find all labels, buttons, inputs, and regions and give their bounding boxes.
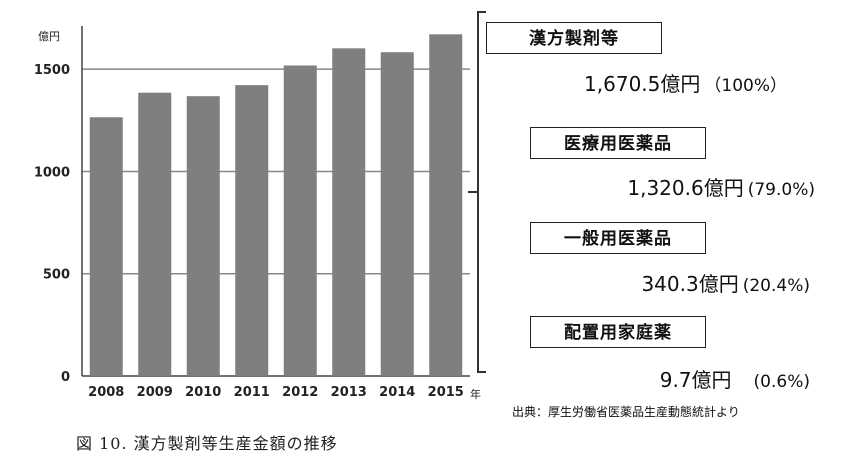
x-tick-label: 2015 (428, 385, 464, 400)
category-value-kampo-total: 1,670.5億円 （100%） (584, 68, 787, 97)
y-tick-label: 1500 (34, 63, 70, 78)
y-tick-label: 500 (43, 268, 70, 283)
bar-2010 (186, 96, 220, 376)
percent-text: (79.0%) (747, 180, 815, 200)
category-value-prescription: 1,320.6億円 (79.0%) (627, 172, 815, 201)
bar-2008 (89, 117, 123, 376)
x-tick-label: 2009 (137, 385, 173, 400)
figure-caption: 図 10. 漢方製剤等生産金額の推移 (76, 434, 338, 453)
percent-text: (20.4%) (742, 276, 810, 296)
x-tick-label: 2008 (88, 385, 124, 400)
x-axis-unit: 年 (470, 387, 481, 401)
amount-text: 1,320.6億円 (627, 176, 744, 200)
percent-text: (0.6%) (753, 372, 810, 392)
category-box-otc: 一般用医薬品 (530, 222, 706, 254)
x-tick-label: 2012 (282, 385, 318, 400)
category-value-household: 9.7億円 (0.6%) (660, 364, 810, 393)
bar-2014 (380, 52, 414, 377)
x-tick-label: 2010 (185, 385, 221, 400)
y-tick-label: 1000 (34, 165, 70, 180)
y-axis-unit: 億円 (38, 30, 60, 43)
amount-text: 340.3億円 (641, 272, 739, 296)
x-tick-label: 2013 (331, 385, 367, 400)
source-note: 出典：厚生労働省医薬品生産動態統計より (512, 405, 740, 419)
amount-text: 1,670.5億円 (584, 72, 701, 96)
x-tick-label: 2014 (379, 385, 415, 400)
bar-2012 (283, 65, 317, 376)
bar-2015 (429, 34, 463, 376)
category-value-otc: 340.3億円 (20.4%) (641, 268, 810, 297)
amount-text: 9.7億円 (659, 368, 732, 392)
bar-2013 (332, 48, 366, 377)
bar-2009 (138, 92, 172, 377)
percent-text: （100%） (704, 76, 787, 96)
category-box-prescription: 医療用医薬品 (530, 127, 706, 159)
bar-2011 (235, 85, 269, 377)
bars: 2008 2009 2010 2011 2012 2013 2014 2015 (88, 34, 464, 400)
category-box-household: 配置用家庭薬 (530, 316, 706, 348)
breakdown-bracket (468, 11, 486, 373)
y-tick-label: 0 (61, 370, 70, 385)
category-box-kampo-total: 漢方製剤等 (486, 22, 662, 54)
x-tick-label: 2011 (234, 385, 270, 400)
